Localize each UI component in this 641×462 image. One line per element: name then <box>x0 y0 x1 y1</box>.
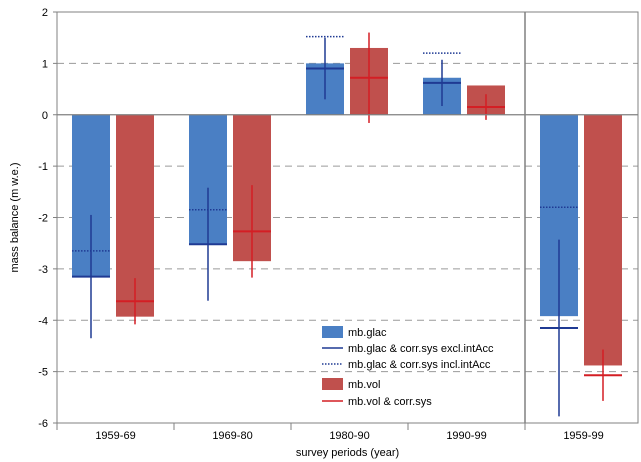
x-tick-label: 1969-80 <box>212 430 252 442</box>
y-tick-label: -2 <box>38 213 48 225</box>
legend-label-mb-vol-corr: mb.vol & corr.sys <box>348 396 432 408</box>
y-tick-label: 1 <box>42 58 48 70</box>
legend-swatch-mb-vol <box>322 378 343 390</box>
bar-mb-vol <box>584 114 622 366</box>
x-tick-label: 1980-90 <box>329 430 369 442</box>
bars <box>72 47 622 366</box>
legend-label-mb-glac-corr-incl: mb.glac & corr.sys incl.intAcc <box>348 359 491 371</box>
legend-label-mb-vol: mb.vol <box>348 379 380 391</box>
x-tick-label: 1990-99 <box>446 430 486 442</box>
y-tick-label: -4 <box>38 315 48 327</box>
legend: mb.glac mb.glac & corr.sys excl.intAcc m… <box>322 326 494 408</box>
x-axis-label: survey periods (year) <box>296 447 399 459</box>
y-tick-label: -3 <box>38 264 48 276</box>
tick-labels: 2 1 0 -1 -2 -3 -4 -5 -6 1959-69 1969-80 1980-90 1990… <box>38 7 603 442</box>
y-tick-label: -1 <box>38 161 48 173</box>
y-tick-label: 2 <box>42 7 48 19</box>
legend-label-mb-glac: mb.glac <box>348 327 387 339</box>
plot-frame <box>56 11 639 424</box>
x-tick-label: 1959-69 <box>95 430 135 442</box>
y-tick-label: 0 <box>42 110 48 122</box>
axes <box>53 11 639 430</box>
legend-swatch-mb-glac <box>322 326 343 338</box>
legend-label-mb-glac-corr-excl: mb.glac & corr.sys excl.intAcc <box>348 343 494 355</box>
y-tick-label: -6 <box>38 418 48 430</box>
error-bars <box>72 32 622 417</box>
y-axis-label: mass balance (m w.e.) <box>9 162 21 272</box>
y-tick-label: -5 <box>38 367 48 379</box>
x-tick-label: 1959-99 <box>563 430 603 442</box>
